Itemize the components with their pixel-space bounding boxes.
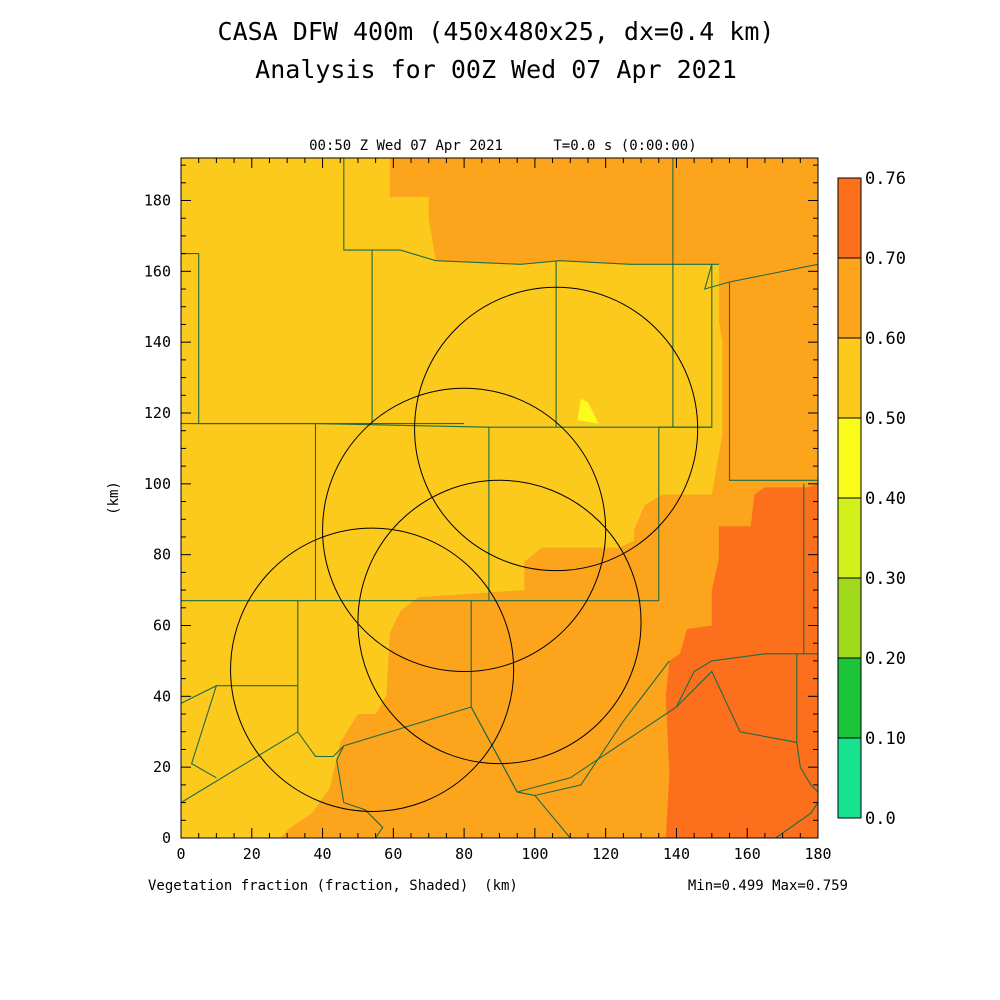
colorbar-label: 0.76 <box>865 169 906 189</box>
county-line-13 <box>180 706 472 804</box>
county-line-9 <box>658 426 712 601</box>
radar-range-rings <box>230 286 699 812</box>
x-tick-label: 40 <box>314 845 332 863</box>
zone-0.40-0.50 <box>577 398 599 424</box>
x-tick-label: 60 <box>384 845 402 863</box>
y-axis-label: (km) <box>106 481 122 515</box>
range-ring-3 <box>230 527 515 812</box>
colorbar-segment <box>838 658 861 738</box>
x-tick-label: 180 <box>804 845 831 863</box>
y-tick-label: 180 <box>144 192 171 210</box>
county-line-18 <box>517 660 670 797</box>
x-tick-label: 120 <box>592 845 619 863</box>
min-max-stats: Min=0.499 Max=0.759 <box>688 878 848 894</box>
x-axis-label: (km) <box>484 878 518 894</box>
range-ring-2 <box>357 479 642 765</box>
x-tick-label: 100 <box>521 845 548 863</box>
county-line-16 <box>470 653 818 793</box>
y-tick-label: 60 <box>153 617 171 635</box>
colorbar-segment <box>838 418 861 498</box>
colorbar: 0.0 0.10 0.20 0.30 0.40 0.50 0.60 0.70 0.76 <box>837 169 906 829</box>
colorbar-label: 0.50 <box>865 409 906 429</box>
county-line-20 <box>336 745 384 839</box>
chart-subtitle: Analysis for 00Z Wed 07 Apr 2021 <box>255 55 737 84</box>
y-tick-label: 40 <box>153 687 171 705</box>
y-tick-label: 120 <box>144 404 171 422</box>
county-line-21 <box>775 802 819 839</box>
x-tick-label: 0 <box>176 845 185 863</box>
chart-title: CASA DFW 400m (450x480x25, dx=0.4 km) <box>218 17 775 46</box>
county-line-19 <box>534 795 571 839</box>
colorbar-label: 0.10 <box>865 729 906 749</box>
shaded-zones <box>280 158 819 838</box>
county-line-8 <box>728 282 818 481</box>
axes: 0 20 40 60 80 100 120 140 160 180 0 20 40 60 80 100 120 1… <box>144 158 832 863</box>
plot-area: 0 20 40 60 80 100 120 140 160 180 0 20 40 60 80 100 120 1… <box>144 157 832 863</box>
y-tick-label: 20 <box>153 758 171 776</box>
colorbar-label: 0.60 <box>865 329 906 349</box>
x-tick-label: 80 <box>455 845 473 863</box>
x-tick-label: 160 <box>734 845 761 863</box>
colorbar-label: 0.40 <box>865 489 906 509</box>
x-tick-label: 140 <box>663 845 690 863</box>
colorbar-segment <box>838 498 861 578</box>
field-description: Vegetation fraction (fraction, Shaded) <box>148 878 468 894</box>
colorbar-label: 0.70 <box>865 249 906 269</box>
colorbar-segment <box>838 738 861 818</box>
colorbar-label: 0.0 <box>865 809 896 829</box>
colorbar-label: 0.20 <box>865 649 906 669</box>
county-line-14 <box>190 685 217 779</box>
range-ring-1 <box>414 286 699 572</box>
colorbar-label: 0.30 <box>865 569 906 589</box>
model-time: T=0.0 s (0:00:00) <box>553 138 696 154</box>
y-tick-label: 80 <box>153 546 171 564</box>
colorbar-segment <box>838 178 861 258</box>
y-tick-label: 0 <box>162 829 171 847</box>
y-tick-label: 140 <box>144 333 171 351</box>
colorbar-segment <box>838 338 861 418</box>
colorbar-segment <box>838 258 861 338</box>
colorbar-segment <box>838 578 861 658</box>
y-tick-label: 100 <box>144 475 171 493</box>
y-tick-label: 160 <box>144 262 171 280</box>
zone-0.70-0.76 <box>665 483 818 838</box>
county-line-1 <box>343 158 719 265</box>
valid-time: 00:50 Z Wed 07 Apr 2021 <box>309 138 503 154</box>
range-ring-0 <box>322 387 607 673</box>
x-tick-label: 20 <box>243 845 261 863</box>
